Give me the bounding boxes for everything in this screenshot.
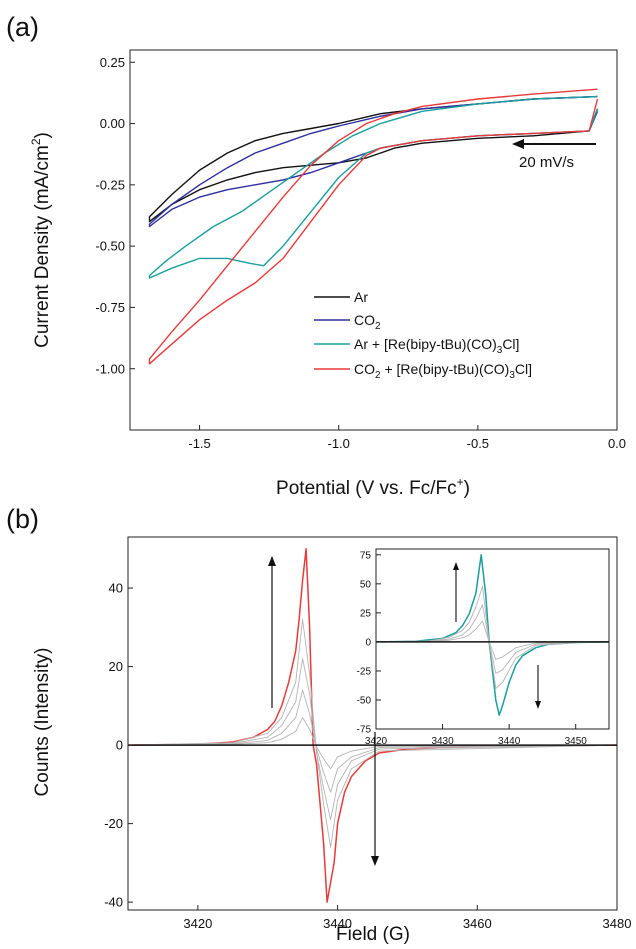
cv-series-3	[148, 88, 599, 365]
cv-legend: Ar CO2 Ar + [Re(bipy-tBu)(CO)3Cl] CO2 + …	[314, 289, 532, 381]
epr-ytick-label: 40	[109, 581, 123, 596]
inset-xtick-label: 3440	[498, 736, 521, 747]
epr-series-2	[127, 658, 618, 821]
epr-xtick-label: 3440	[323, 916, 352, 931]
cv-ytick-label: -1.00	[95, 361, 125, 376]
cv-panel: (a) -1.5 -1.0 -0.5 0.0 0.25 0.00 -0.25 -0.50 -0…	[6, 12, 626, 499]
scan-direction-arrowhead	[512, 139, 524, 149]
scan-rate-label: 20 mV/s	[519, 154, 574, 171]
legend-label-co2: CO2	[354, 312, 381, 332]
cv-plot-frame	[129, 49, 618, 431]
cv-x-axis-title: Potential (V vs. Fc/Fc+)	[276, 475, 470, 499]
epr-xtick-label: 3480	[603, 916, 632, 931]
cv-xtick-label: -1.0	[328, 436, 350, 451]
inset-frame	[375, 548, 610, 730]
inset-down-arrowhead	[535, 701, 541, 709]
epr-ytick-label: 20	[109, 659, 123, 674]
inset-y-ticks: 75 50 25 0 -25 -50 -75	[357, 550, 381, 736]
inset-ytick-label: -25	[357, 666, 372, 677]
inset-xtick-label: 3430	[431, 736, 454, 747]
cv-y-axis-title: Current Density (mA/cm2)	[29, 132, 53, 348]
inset-ytick-label: -75	[357, 725, 372, 736]
epr-y-ticks: 40 20 0 -20 -40	[104, 581, 133, 910]
cv-ytick-label: -0.75	[95, 300, 125, 315]
cv-series-group	[148, 88, 599, 365]
inset-xtick-label: 3450	[565, 736, 588, 747]
epr-panel: (b) 3420 3440 3460 3480 40 20 0 -20 -40 3420 343…	[6, 504, 631, 945]
cv-x-ticks: -1.5 -1.0 -0.5 0.0	[188, 425, 626, 451]
epr-series-1	[127, 619, 618, 848]
epr-xtick-label: 3460	[463, 916, 492, 931]
inset-series-0	[375, 554, 610, 716]
epr-series-0	[127, 548, 618, 903]
legend-label-ar-catalyst: Ar + [Re(bipy-tBu)(CO)3Cl]	[354, 336, 519, 356]
inset-ytick-label: 50	[360, 579, 372, 590]
inset-series-3	[375, 620, 610, 660]
epr-series-group	[127, 548, 618, 903]
epr-inset: 3420 3430 3440 3450 75 50 25 0 -25 -50 -75	[357, 548, 610, 747]
growth-down-arrowhead	[371, 856, 379, 866]
epr-series-4	[127, 717, 618, 770]
inset-xtick-label: 3420	[365, 736, 388, 747]
epr-x-ticks: 3420 3440 3460 3480	[183, 905, 631, 931]
legend-label-ar: Ar	[354, 289, 368, 305]
epr-y-axis-title: Counts (Intensity)	[32, 648, 53, 797]
epr-xtick-label: 3420	[183, 916, 212, 931]
inset-series-1	[375, 585, 610, 689]
epr-x-axis-title: Field (G)	[336, 924, 410, 945]
panel-b-label: (b)	[6, 504, 39, 534]
cv-series-2	[148, 95, 599, 279]
inset-ytick-label: 25	[360, 608, 372, 619]
inset-up-arrowhead	[453, 562, 459, 570]
epr-ytick-label: -40	[104, 895, 123, 910]
inset-series-group	[375, 554, 610, 716]
panel-a-label: (a)	[6, 12, 39, 42]
epr-series-3	[127, 689, 618, 793]
inset-ytick-label: 75	[360, 550, 372, 561]
inset-ytick-label: 0	[365, 637, 371, 648]
epr-plot-frame	[127, 536, 618, 911]
cv-ytick-label: -0.50	[95, 239, 125, 254]
cv-ytick-label: -0.25	[95, 177, 125, 192]
inset-x-ticks: 3420 3430 3440 3450	[365, 724, 587, 747]
cv-ytick-label: 0.00	[100, 116, 125, 131]
epr-ytick-label: -20	[104, 816, 123, 831]
cv-xtick-label: 0.0	[608, 436, 626, 451]
legend-label-co2-catalyst: CO2 + [Re(bipy-tBu)(CO)3Cl]	[354, 361, 532, 381]
cv-xtick-label: -0.5	[467, 436, 489, 451]
inset-ytick-label: -50	[357, 695, 372, 706]
epr-ytick-label: 0	[116, 738, 123, 753]
cv-y-ticks: 0.25 0.00 -0.25 -0.50 -0.75 -1.00	[95, 55, 135, 376]
growth-up-arrowhead	[268, 556, 276, 566]
cv-ytick-label: 0.25	[100, 55, 125, 70]
inset-series-2	[375, 604, 610, 674]
cv-xtick-label: -1.5	[188, 436, 210, 451]
